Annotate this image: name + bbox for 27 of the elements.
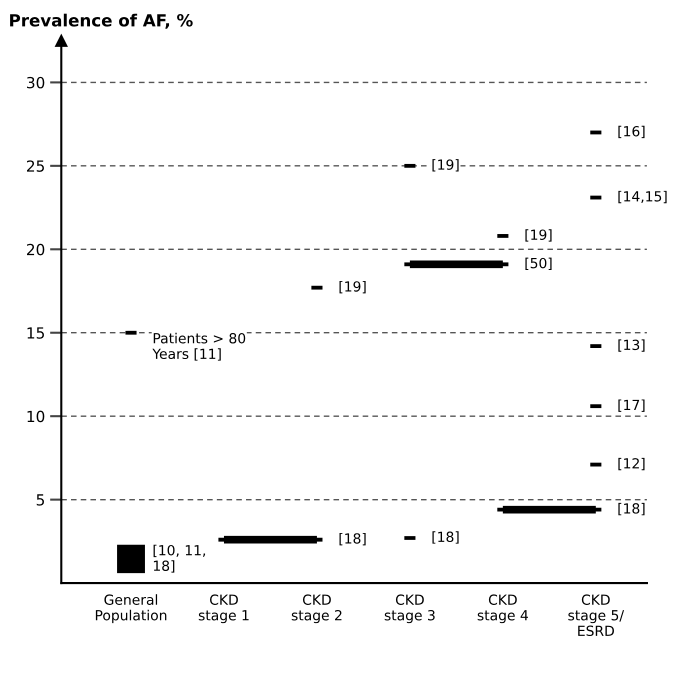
annotation: [14,15] — [618, 190, 667, 204]
y-tick-label: 15 — [28, 327, 44, 339]
y-tick-label: 5 — [36, 494, 44, 506]
x-tick-label: CKD stage 2 — [292, 594, 342, 624]
annotation: [50] — [525, 258, 552, 270]
annotation: Patients > 80 Years [11] — [152, 332, 246, 361]
annotation: [19] — [432, 159, 459, 172]
annotation: [19] — [525, 229, 552, 242]
annotation: [12] — [618, 458, 645, 470]
y-tick-label: 20 — [26, 244, 44, 256]
annotation: [19] — [340, 280, 366, 294]
annotation: [18] — [618, 502, 645, 516]
annotation: [18] — [340, 532, 366, 546]
x-tick-label: CKD stage 3 — [384, 594, 435, 624]
y-axis-title: Prevalence of AF, % — [10, 14, 193, 29]
x-tick-label: CKD stage 1 — [198, 594, 249, 624]
annotation: [16] — [618, 126, 645, 138]
y-tick-label: 10 — [28, 410, 44, 422]
x-tick-label: CKD stage 4 — [478, 594, 528, 624]
annotation: [10, 11, 18] — [154, 544, 206, 573]
annotation: [18] — [432, 531, 459, 544]
y-tick-label: 30 — [27, 76, 44, 88]
x-tick-label: CKD stage 5/ ESRD — [568, 594, 624, 636]
x-tick-label: General Population — [96, 594, 166, 624]
y-tick-label: 25 — [26, 160, 44, 172]
annotation: [13] — [618, 339, 645, 352]
annotation: [17] — [618, 399, 645, 412]
